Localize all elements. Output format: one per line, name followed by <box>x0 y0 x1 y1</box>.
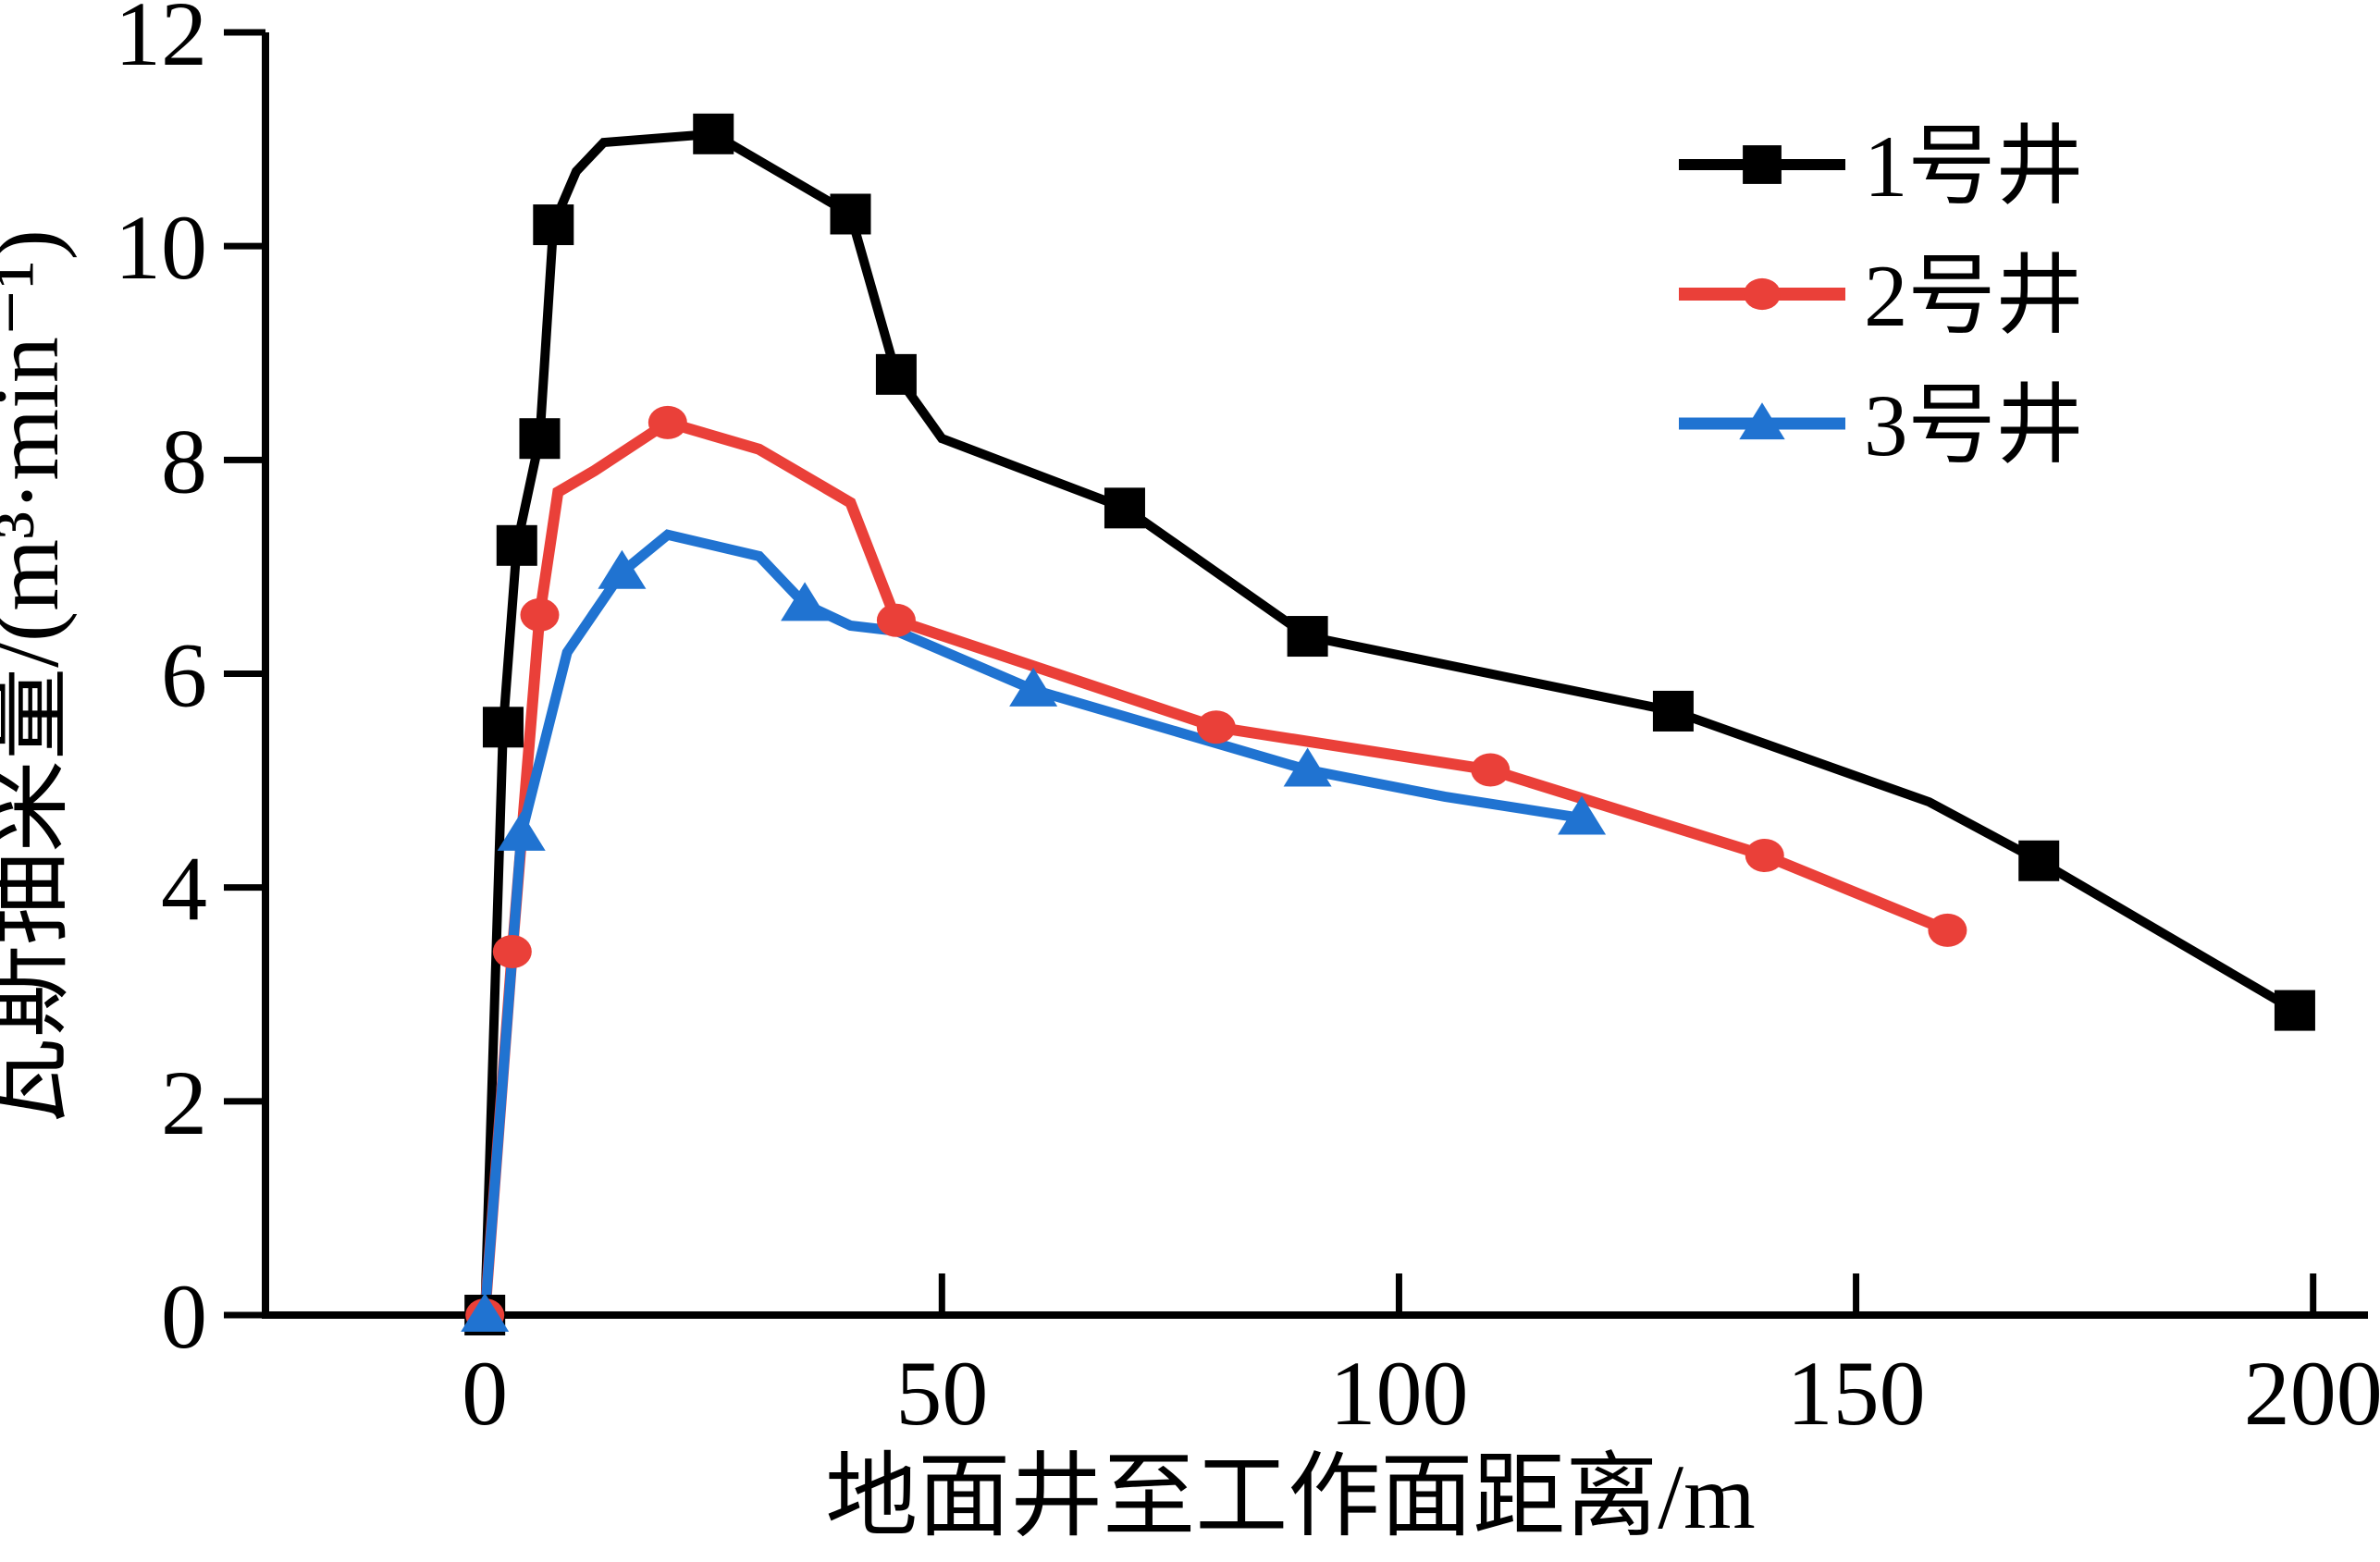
y-tick-label: 2 <box>161 1052 207 1154</box>
y-axis-ticks: 0 2 4 6 8 10 12 <box>115 0 265 1368</box>
x-tick-label: 100 <box>1329 1342 1468 1445</box>
square-marker <box>496 524 537 566</box>
legend-entry-3: 3号井 <box>1679 376 2084 474</box>
series-markers-3 <box>461 549 1607 1332</box>
y-tick-label: 0 <box>161 1265 207 1368</box>
y-tick-label: 6 <box>161 624 207 727</box>
legend-label: 3号井 <box>1864 376 2084 474</box>
square-marker <box>2274 990 2315 1031</box>
circle-marker <box>647 405 687 439</box>
triangle-marker <box>1739 402 1785 440</box>
y-axis-title: 瓦斯抽采量/(m³·min⁻¹) <box>0 229 78 1130</box>
y-tick-label: 10 <box>115 196 207 299</box>
square-marker <box>1743 145 1782 184</box>
square-marker <box>1652 690 1694 732</box>
triangle-marker <box>598 549 647 589</box>
triangle-marker <box>461 1293 510 1332</box>
y-tick-label: 8 <box>161 410 207 512</box>
circle-marker <box>1928 913 1967 947</box>
square-marker <box>2018 840 2060 881</box>
x-axis-title: 地面井至工作面距离/m <box>825 1445 1756 1548</box>
triangle-marker <box>1283 747 1332 787</box>
legend-label: 1号井 <box>1864 117 2084 215</box>
triangle-marker <box>1009 667 1058 707</box>
circle-marker <box>876 603 916 637</box>
square-marker <box>533 204 574 246</box>
x-tick-label: 0 <box>462 1342 508 1445</box>
circle-marker <box>1196 710 1236 744</box>
circle-marker <box>1471 753 1511 787</box>
y-tick-label: 12 <box>115 0 207 85</box>
square-marker <box>519 418 561 460</box>
circle-marker <box>1744 277 1781 311</box>
series-line-2 <box>479 416 1950 1316</box>
series-markers-layer <box>461 113 2315 1335</box>
circle-marker <box>1745 838 1784 872</box>
square-marker <box>830 193 871 235</box>
triangle-marker <box>497 811 546 851</box>
circle-marker <box>520 597 560 632</box>
series-line-3 <box>479 529 1583 1316</box>
legend-entry-2: 2号井 <box>1679 247 2084 345</box>
circle-marker <box>492 935 532 969</box>
x-tick-label: 150 <box>1787 1342 1926 1445</box>
square-marker <box>482 707 524 748</box>
axes <box>262 32 2368 1319</box>
legend-entry-1: 1号井 <box>1679 117 2084 215</box>
legend-label: 2号井 <box>1864 247 2084 345</box>
x-tick-label: 50 <box>895 1342 988 1445</box>
square-marker <box>1104 487 1145 529</box>
x-tick-label: 200 <box>2244 1342 2380 1445</box>
legend: 1号井 2号井 3号井 <box>1679 117 2084 474</box>
square-marker <box>1287 616 1328 658</box>
triangle-marker <box>781 582 830 621</box>
square-marker <box>693 113 734 154</box>
y-tick-label: 4 <box>161 838 207 941</box>
x-axis-ticks: 0 50 100 150 200 <box>462 1273 2380 1445</box>
triangle-marker <box>1558 795 1607 835</box>
square-marker <box>875 353 917 395</box>
